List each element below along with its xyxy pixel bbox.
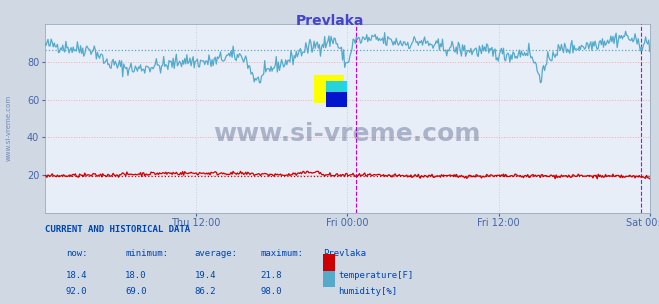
FancyBboxPatch shape [326, 92, 347, 107]
Text: 69.0: 69.0 [125, 287, 147, 296]
Text: minimum:: minimum: [125, 249, 168, 258]
Text: www.si-vreme.com: www.si-vreme.com [214, 122, 481, 146]
Text: 19.4: 19.4 [194, 271, 216, 280]
Text: maximum:: maximum: [260, 249, 303, 258]
Text: 98.0: 98.0 [260, 287, 282, 296]
Text: average:: average: [194, 249, 237, 258]
Text: CURRENT AND HISTORICAL DATA: CURRENT AND HISTORICAL DATA [45, 225, 190, 234]
FancyBboxPatch shape [326, 81, 347, 107]
Text: 21.8: 21.8 [260, 271, 282, 280]
Text: www.si-vreme.com: www.si-vreme.com [5, 95, 11, 161]
Text: 18.4: 18.4 [66, 271, 88, 280]
Text: temperature[F]: temperature[F] [338, 271, 413, 280]
Text: Prevlaka: Prevlaka [295, 14, 364, 28]
Text: 18.0: 18.0 [125, 271, 147, 280]
FancyBboxPatch shape [314, 75, 344, 103]
Text: Prevlaka: Prevlaka [323, 249, 366, 258]
Text: 86.2: 86.2 [194, 287, 216, 296]
Text: 92.0: 92.0 [66, 287, 88, 296]
Text: humidity[%]: humidity[%] [338, 287, 397, 296]
Text: now:: now: [66, 249, 88, 258]
